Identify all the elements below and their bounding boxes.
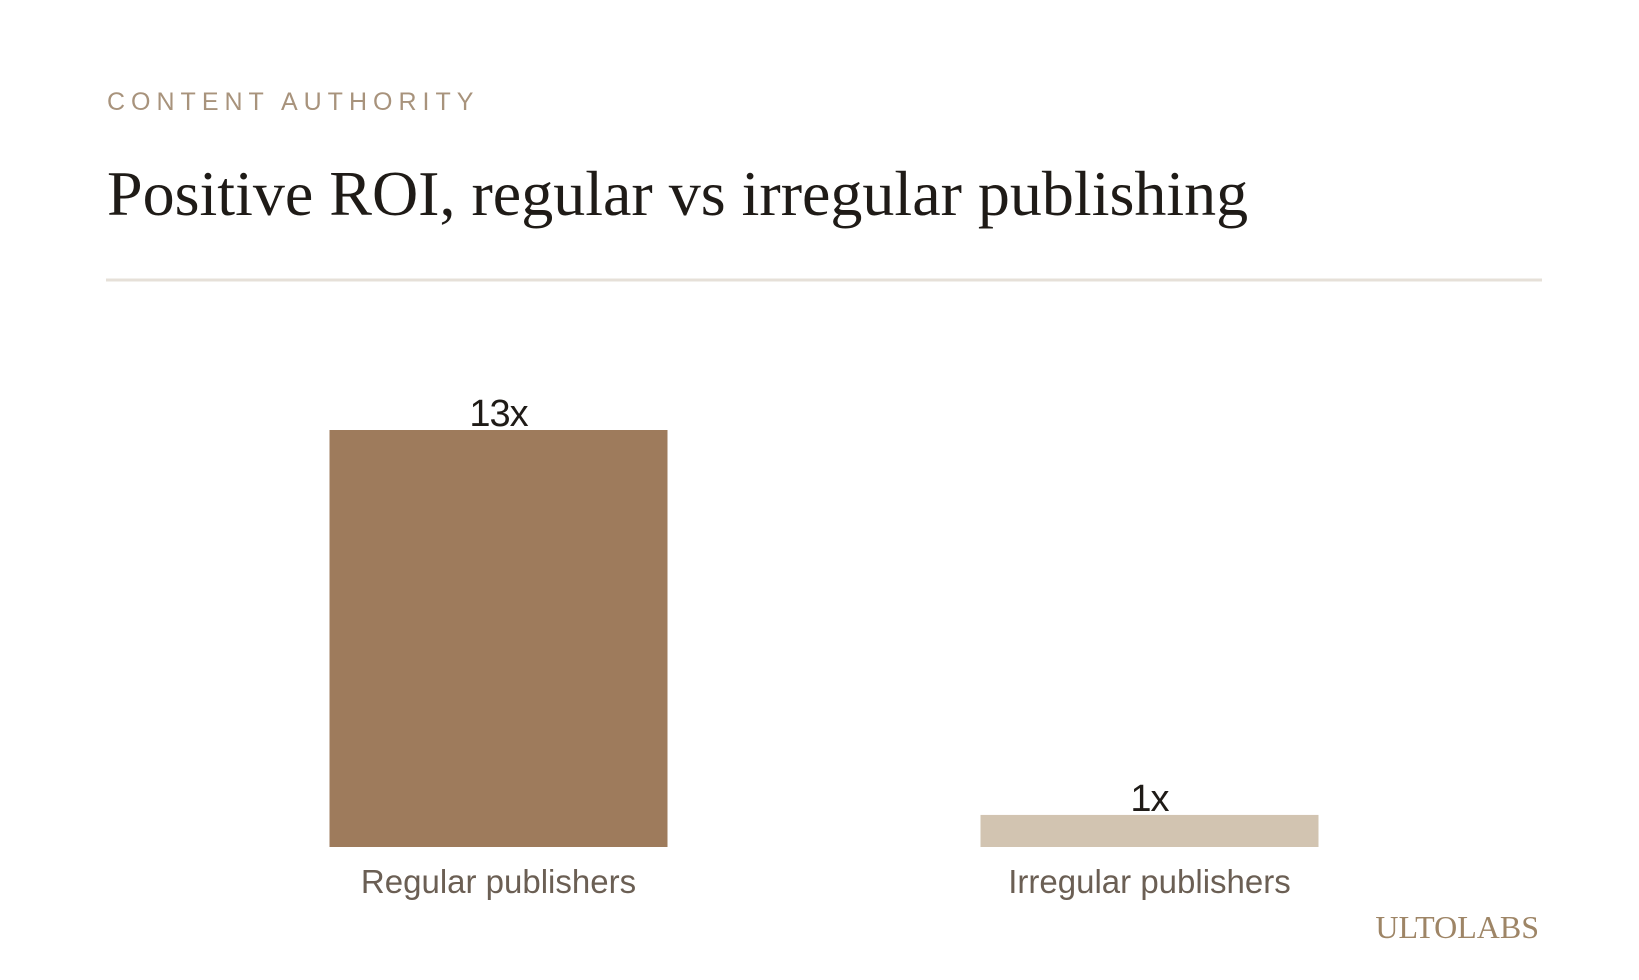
x-tick-label: Irregular publishers [1008, 863, 1290, 900]
bar [329, 430, 668, 847]
eyebrow: CONTENT AUTHORITY [107, 88, 479, 116]
chart-title: Positive ROI, regular vs irregular publi… [107, 158, 1248, 229]
value-label: 1x [1130, 778, 1169, 820]
value-label: 13x [469, 393, 528, 435]
brand: ULTOLABS [1375, 909, 1539, 945]
x-tick-label: Regular publishers [361, 863, 636, 900]
bar [980, 814, 1319, 847]
